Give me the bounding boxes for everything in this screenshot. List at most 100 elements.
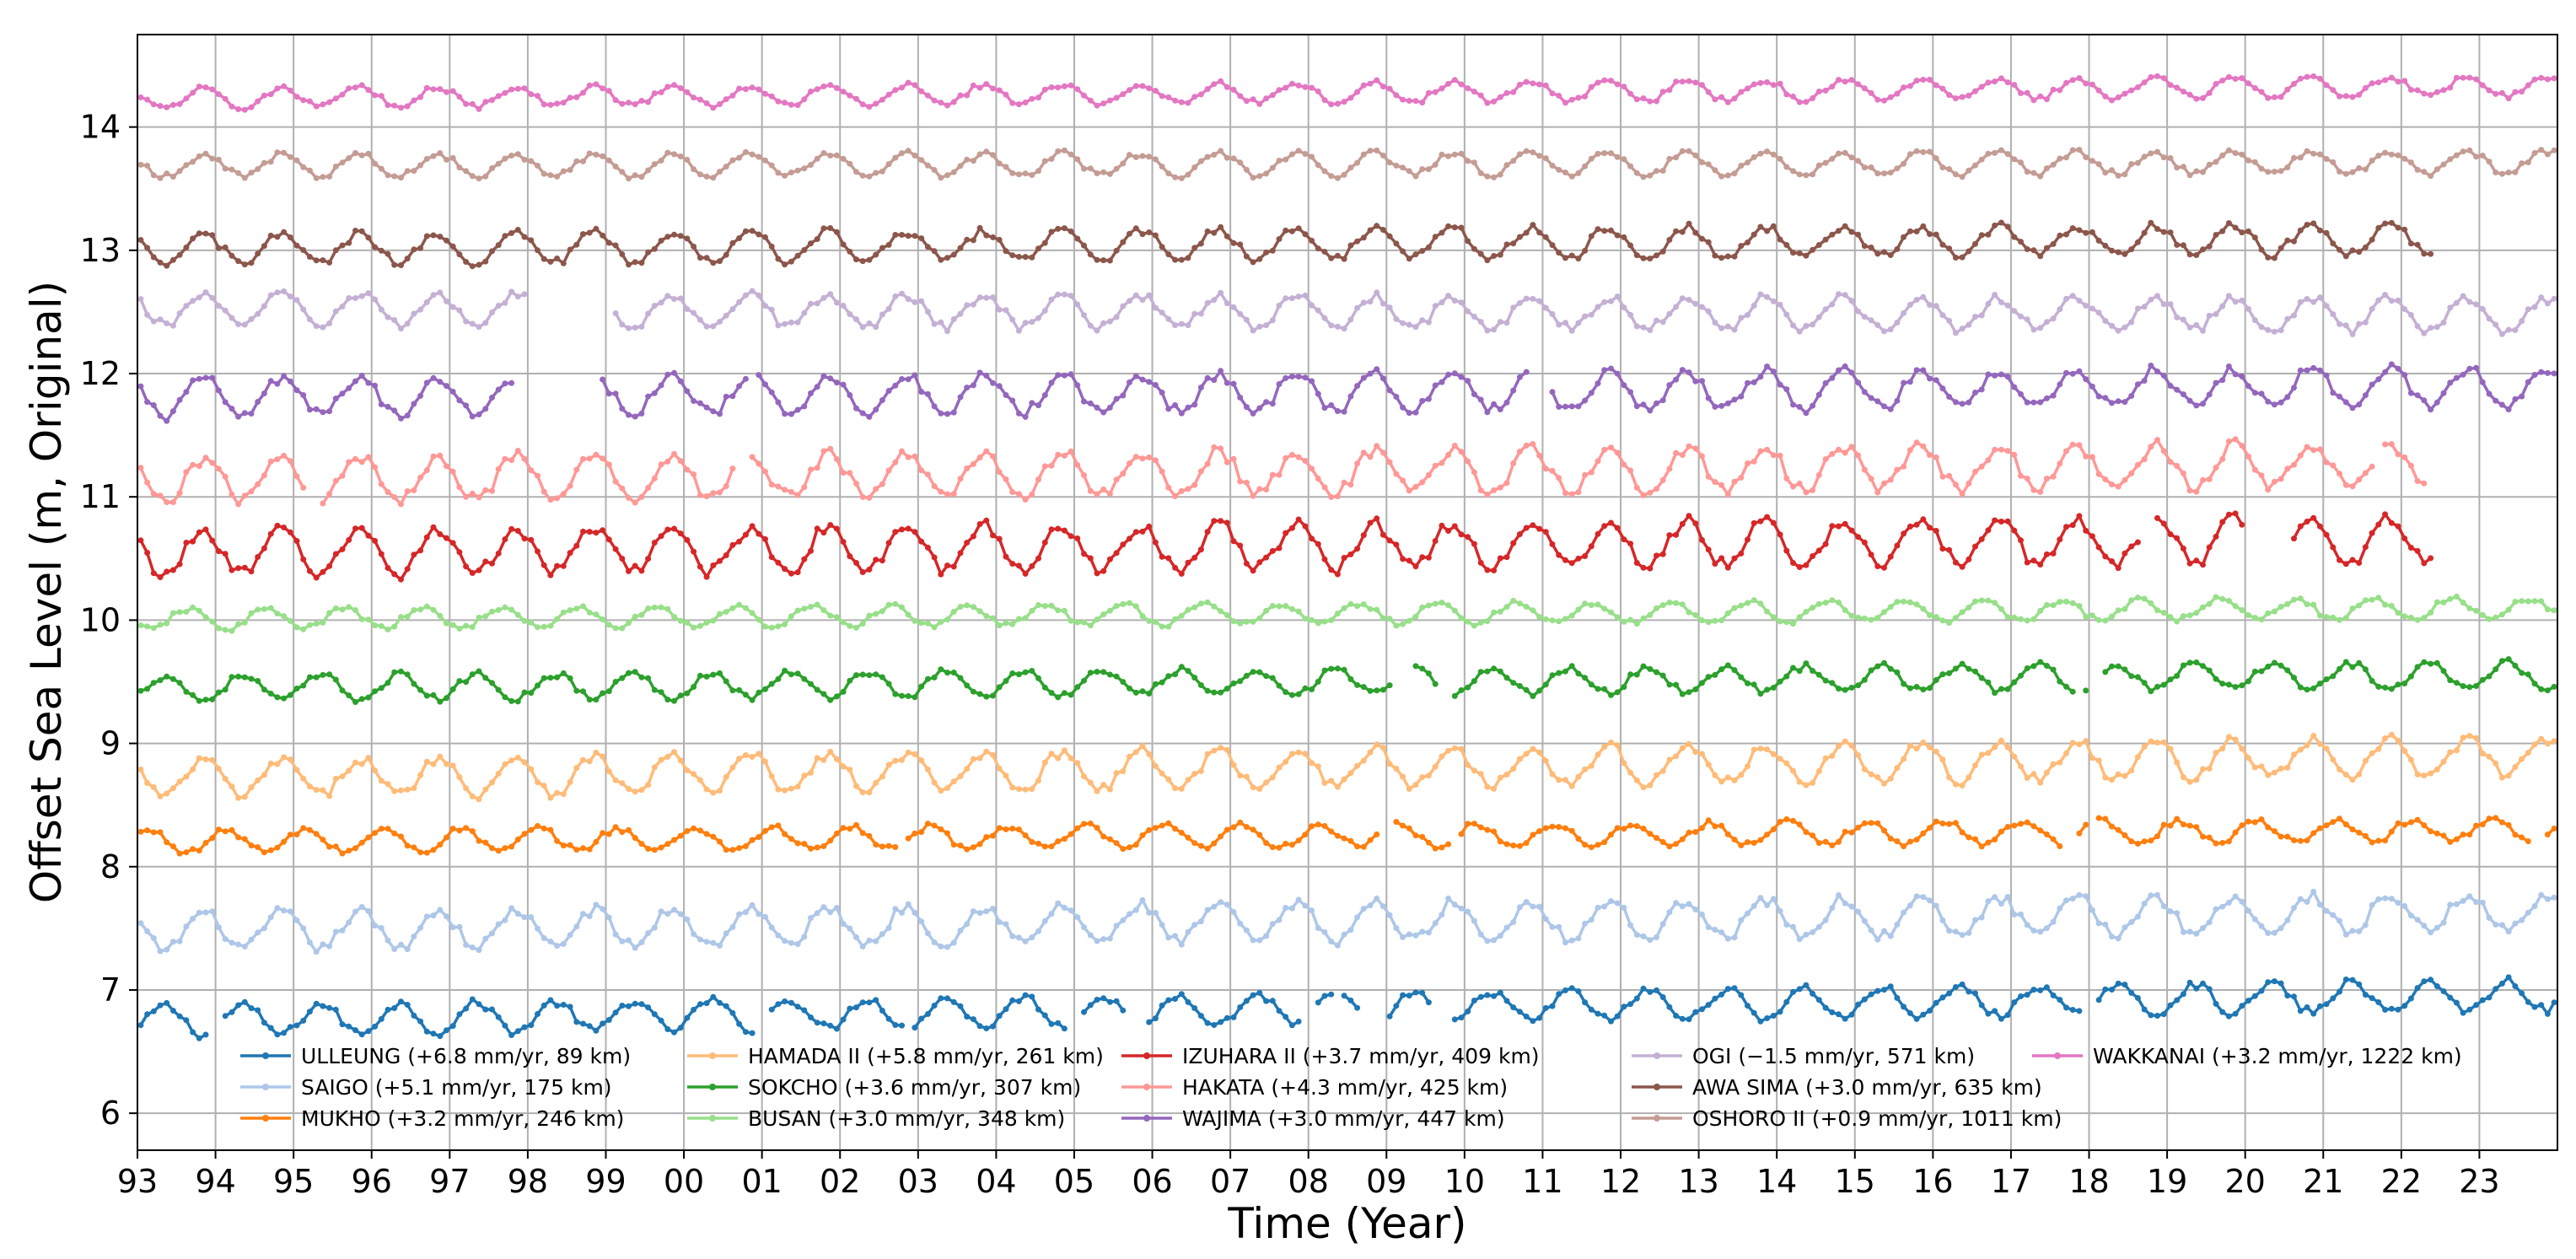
data-point bbox=[306, 783, 313, 790]
data-point bbox=[352, 525, 358, 532]
data-point bbox=[2304, 837, 2310, 844]
data-point bbox=[2362, 922, 2369, 928]
data-point bbox=[1347, 927, 1354, 933]
data-point bbox=[2109, 987, 2115, 993]
data-point bbox=[508, 757, 515, 764]
data-point bbox=[1425, 670, 1432, 677]
data-point bbox=[1621, 382, 1627, 389]
data-point bbox=[1692, 152, 1699, 159]
data-point bbox=[1745, 839, 1750, 846]
data-point bbox=[1106, 404, 1113, 411]
data-point bbox=[1127, 600, 1132, 606]
data-point bbox=[358, 82, 365, 89]
data-point bbox=[2342, 561, 2349, 568]
data-point bbox=[261, 243, 267, 250]
data-point bbox=[1614, 232, 1621, 239]
data-point bbox=[1477, 169, 1484, 176]
data-point bbox=[300, 682, 307, 689]
data-point bbox=[2498, 922, 2505, 928]
data-point bbox=[469, 413, 476, 420]
data-point bbox=[1633, 323, 1640, 330]
data-point bbox=[1790, 250, 1796, 256]
data-point bbox=[1230, 618, 1237, 625]
data-point bbox=[1439, 151, 1445, 158]
data-point bbox=[1745, 379, 1750, 386]
data-point bbox=[892, 87, 899, 94]
data-point bbox=[2473, 153, 2480, 160]
data-point bbox=[1654, 934, 1659, 940]
data-point bbox=[593, 901, 600, 908]
data-point bbox=[320, 671, 326, 678]
data-point bbox=[2050, 602, 2057, 609]
data-point bbox=[567, 778, 573, 785]
data-point bbox=[833, 693, 840, 700]
data-point bbox=[150, 402, 157, 408]
data-point bbox=[1621, 536, 1627, 543]
data-point bbox=[671, 697, 677, 704]
data-point bbox=[1243, 560, 1250, 567]
data-point bbox=[573, 94, 580, 100]
data-point bbox=[1379, 300, 1386, 307]
data-point bbox=[1966, 774, 1972, 781]
legend-label: WAKKANAI (+3.2 mm/yr, 1222 km) bbox=[2093, 1044, 2462, 1068]
data-point bbox=[1777, 819, 1783, 825]
data-point bbox=[1015, 254, 1022, 260]
data-point bbox=[430, 292, 437, 299]
data-point bbox=[1146, 691, 1153, 697]
data-point bbox=[749, 901, 756, 908]
data-point bbox=[2109, 933, 2115, 940]
data-point bbox=[2284, 764, 2291, 771]
data-point bbox=[1283, 374, 1289, 381]
data-point bbox=[1276, 917, 1283, 923]
data-point bbox=[2089, 533, 2095, 540]
data-point bbox=[2213, 840, 2219, 847]
data-point bbox=[293, 831, 300, 837]
data-point bbox=[229, 674, 235, 681]
data-point bbox=[2180, 242, 2186, 249]
data-point bbox=[352, 759, 358, 766]
data-point bbox=[196, 153, 202, 159]
data-point bbox=[1575, 670, 1582, 677]
x-tick-label: 22 bbox=[2381, 1163, 2422, 1200]
data-point bbox=[1562, 557, 1568, 563]
data-point bbox=[2369, 381, 2375, 388]
data-point bbox=[1523, 1014, 1530, 1020]
data-point bbox=[1471, 391, 1477, 397]
data-point bbox=[944, 944, 950, 950]
data-point bbox=[2030, 97, 2037, 104]
data-point bbox=[1556, 475, 1562, 482]
data-point bbox=[664, 371, 671, 378]
data-point bbox=[1041, 759, 1048, 766]
data-point bbox=[300, 97, 307, 104]
data-point bbox=[691, 825, 697, 831]
data-point bbox=[1055, 525, 1062, 532]
data-point bbox=[1347, 600, 1354, 607]
data-point bbox=[2102, 318, 2109, 324]
data-point bbox=[281, 754, 288, 761]
data-point bbox=[801, 675, 808, 682]
data-point bbox=[1731, 326, 1738, 333]
data-point bbox=[573, 1019, 580, 1025]
data-point bbox=[1757, 79, 1764, 86]
data-point bbox=[2421, 169, 2428, 175]
data-point bbox=[1439, 85, 1445, 92]
data-point bbox=[235, 941, 242, 948]
data-point bbox=[1666, 310, 1673, 317]
data-point bbox=[1952, 95, 1959, 102]
data-point bbox=[1679, 148, 1686, 154]
data-point bbox=[892, 757, 899, 764]
data-point bbox=[463, 785, 470, 792]
data-point bbox=[1204, 907, 1211, 913]
data-point bbox=[2473, 899, 2480, 906]
data-point bbox=[391, 946, 398, 952]
data-point bbox=[313, 257, 320, 264]
data-point bbox=[964, 682, 971, 689]
data-point bbox=[1608, 609, 1614, 616]
data-point bbox=[645, 249, 652, 256]
data-point bbox=[2538, 598, 2545, 605]
data-point bbox=[326, 491, 333, 498]
data-point bbox=[267, 91, 274, 98]
data-point bbox=[444, 463, 449, 470]
data-point bbox=[157, 175, 164, 181]
data-point bbox=[2245, 80, 2251, 87]
